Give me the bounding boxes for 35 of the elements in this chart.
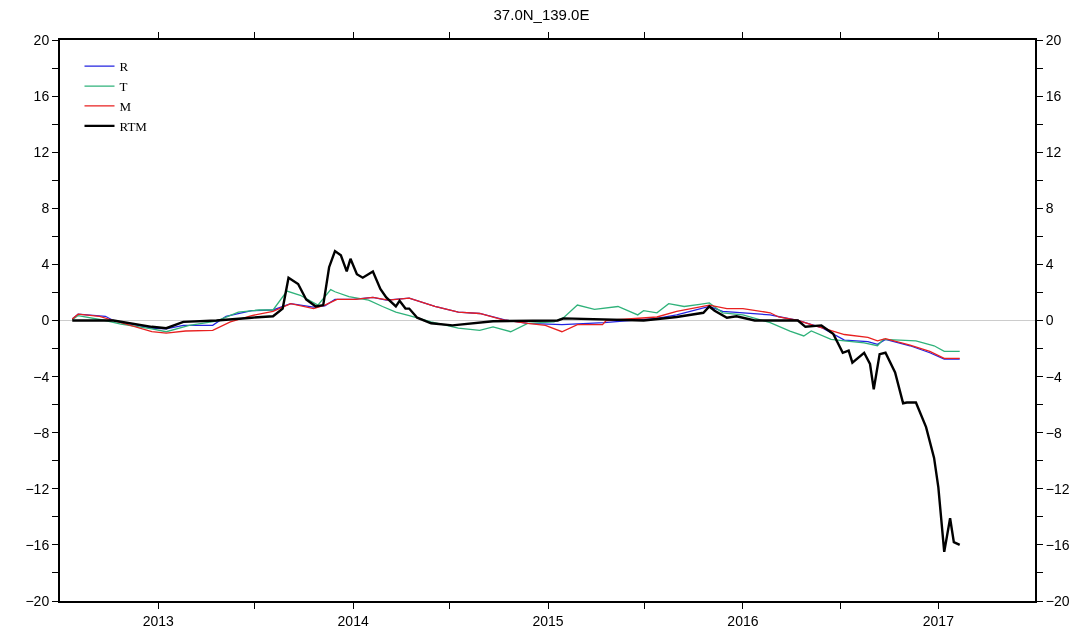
y-tick-label: 0: [41, 312, 50, 329]
y2-tick-label: 16: [1045, 88, 1062, 104]
y2-tick-label: 8: [1045, 200, 1054, 217]
y2-tick-label: −4: [1045, 368, 1062, 385]
y2-tick-label: 20: [1045, 31, 1062, 48]
x-tick-label: 2014: [337, 612, 369, 629]
y-tick-label: −20: [25, 592, 50, 609]
x-tick-label: 2013: [142, 612, 175, 629]
y-tick-label: 16: [33, 88, 50, 104]
line-series: [71, 296, 961, 360]
x-tick-label: 2015: [532, 612, 564, 629]
y2-tick-label: −20: [1045, 592, 1070, 609]
y-tick-label: 4: [41, 256, 50, 273]
y2-tick-label: −8: [1045, 424, 1062, 441]
chart-title: 37.0N_139.0E: [493, 6, 590, 24]
legend-label: M: [119, 99, 132, 115]
line-series: [71, 289, 961, 353]
y-tick-label: 12: [33, 144, 50, 161]
y2-tick-label: −16: [1045, 536, 1070, 553]
y2-tick-label: 12: [1045, 144, 1062, 161]
legend-label: R: [119, 59, 129, 75]
x-tick-label: 2017: [922, 612, 955, 629]
legend-label: RTM: [119, 118, 148, 134]
y2-tick-label: 4: [1045, 256, 1054, 273]
y2-tick-label: −12: [1045, 480, 1070, 497]
y-tick-label: −16: [25, 536, 50, 553]
y2-tick-label: 0: [1045, 312, 1054, 329]
x-tick-label: 2016: [727, 612, 759, 629]
y-tick-label: 20: [33, 31, 50, 48]
line-series: [71, 249, 961, 554]
y-tick-label: −12: [25, 480, 50, 497]
y-tick-label: 8: [41, 200, 50, 217]
legend-label: T: [119, 79, 128, 95]
y-tick-label: −4: [33, 368, 50, 385]
y-tick-label: −8: [33, 424, 50, 441]
